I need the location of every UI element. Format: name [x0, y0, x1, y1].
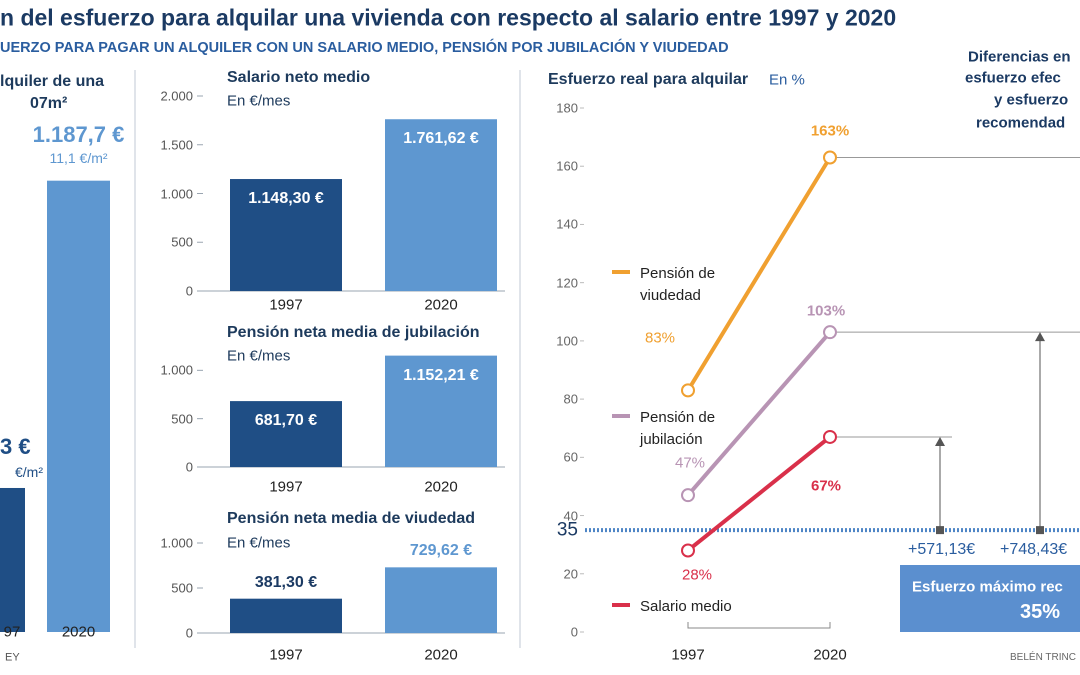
- arrow-head: [935, 436, 945, 446]
- source: EY: [5, 651, 20, 664]
- arrow-head: [1035, 332, 1045, 342]
- box-label: Esfuerzo máximo rec: [912, 578, 1063, 596]
- y-tick-label: 120: [556, 275, 578, 291]
- value-label: 163%: [810, 122, 850, 140]
- x-axis: [687, 622, 831, 629]
- value-label: 83%: [644, 329, 676, 347]
- point: [681, 543, 695, 558]
- arrow-base: [1036, 526, 1044, 535]
- box-value: 35%: [1020, 601, 1061, 623]
- y-tick-label: 500: [171, 234, 193, 250]
- value-label: 103%: [806, 302, 846, 320]
- panel-title: Diferencias en: [968, 48, 1071, 66]
- y-tick-label: 60: [563, 449, 578, 465]
- page-subtitle: UERZO PARA PAGAR UN ALQUILER CON UN SALA…: [0, 39, 729, 56]
- value-label: 67%: [810, 477, 842, 495]
- chart-title: Esfuerzo real para alquilar: [548, 71, 749, 88]
- y-tick-label: 500: [171, 411, 193, 427]
- y-tick-label: 180: [556, 100, 578, 116]
- annotation: 3 €: [0, 434, 31, 459]
- y-tick-label: 20: [563, 566, 578, 582]
- series-line: [686, 435, 832, 553]
- y-tick-label: 0: [185, 625, 193, 641]
- y-tick-label: 40: [563, 508, 578, 524]
- point: [681, 383, 695, 398]
- y-tick-label: 0: [185, 283, 193, 299]
- value-sublabel: 11,1 €/m²: [49, 150, 108, 166]
- panel-title: lquiler de una: [0, 73, 105, 90]
- y-tick-label: 500: [171, 580, 193, 596]
- point: [681, 488, 695, 503]
- arrow-base: [936, 526, 944, 535]
- bar: [230, 401, 342, 467]
- y-tick-label: 80: [563, 391, 578, 407]
- y-tick-label: 160: [556, 158, 578, 174]
- y-tick-label: 1.000: [160, 362, 193, 378]
- point: [823, 150, 837, 165]
- y-tick-label: 2.000: [160, 88, 193, 104]
- x-tick-label: 2020: [424, 296, 458, 314]
- value-label: 1.761,62 €: [403, 130, 479, 148]
- x-tick-label: 2020: [813, 646, 847, 664]
- chart-unit: En %: [769, 71, 805, 89]
- info-box: [900, 565, 1080, 632]
- x-tick-label: 1997: [269, 646, 303, 664]
- bar: [47, 180, 110, 632]
- chart-title: Pensión neta media de viudedad: [227, 510, 476, 527]
- bar: [230, 598, 342, 633]
- chart-subtitle: En €/mes: [227, 92, 291, 110]
- y-tick-label: 0: [570, 624, 578, 640]
- value-label: 47%: [674, 454, 706, 472]
- series-line: [686, 330, 832, 497]
- value-label: 681,70 €: [254, 412, 318, 430]
- x-tick-label: 97: [3, 623, 21, 641]
- value-label: 28%: [681, 566, 713, 584]
- chart-subtitle: En €/mes: [227, 347, 291, 365]
- panel-title: esfuerzo efec: [965, 69, 1061, 87]
- difference-label: +748,43€: [1000, 541, 1068, 558]
- legend-label: Salario medio: [640, 598, 732, 615]
- value-label: 1.152,21 €: [403, 366, 479, 384]
- chart-title: Pensión neta media de jubilación: [227, 324, 480, 341]
- value-label: 729,62 €: [409, 542, 473, 560]
- y-tick-label: 1.000: [160, 535, 193, 551]
- x-tick-label: 2020: [424, 478, 458, 496]
- panel-title: 07m²: [30, 95, 68, 112]
- point: [823, 429, 837, 444]
- value-label: 1.148,30 €: [248, 190, 324, 208]
- legend-label: Pensión de jubilación: [640, 409, 716, 448]
- x-tick-label: 1997: [269, 296, 303, 314]
- value-sublabel: €/m²: [15, 464, 43, 480]
- bar: [230, 179, 342, 291]
- difference-label: +571,13€: [908, 541, 976, 558]
- y-tick-label: 1.000: [160, 186, 193, 201]
- legend-label: Pensión de viudedad: [640, 265, 716, 304]
- panel-title: recomendad: [976, 114, 1066, 132]
- point: [823, 325, 837, 340]
- bar: [385, 355, 497, 467]
- series-line: [686, 156, 832, 392]
- chart-subtitle: En €/mes: [227, 534, 291, 552]
- x-tick-label: 2020: [424, 646, 458, 664]
- x-tick-label: 1997: [269, 478, 303, 496]
- x-tick-label: 1997: [671, 646, 705, 664]
- y-tick-label: 1.500: [160, 137, 193, 153]
- credit: BELÉN TRINC: [1010, 652, 1076, 663]
- chart-title: Salario neto medio: [227, 69, 371, 86]
- bar: [0, 487, 25, 632]
- panel-title: y esfuerzo: [994, 91, 1069, 109]
- y-tick-label: 100: [556, 333, 578, 349]
- reference-label: 35: [556, 519, 578, 541]
- bar: [385, 119, 497, 291]
- x-tick-label: 2020: [61, 623, 96, 641]
- value-label: 1.187,7 €: [32, 122, 125, 147]
- bar: [385, 567, 497, 633]
- y-tick-label: 0: [185, 459, 193, 475]
- page-title: n del esfuerzo para alquilar una viviend…: [0, 4, 897, 31]
- y-tick-label: 140: [556, 216, 578, 232]
- value-label: 381,30 €: [254, 573, 318, 591]
